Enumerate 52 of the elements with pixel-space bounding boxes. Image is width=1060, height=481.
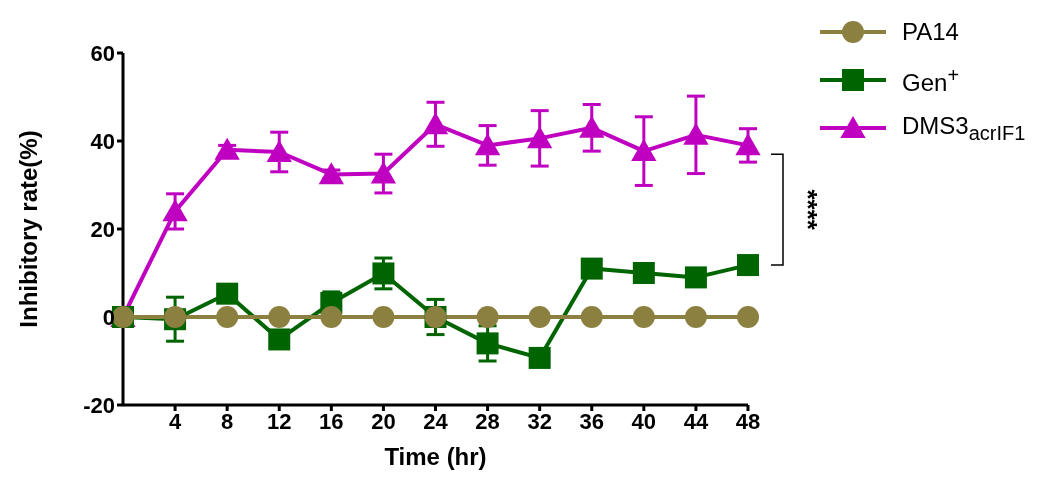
point bbox=[216, 282, 239, 305]
point bbox=[579, 115, 605, 138]
y-tick-label: 60 bbox=[90, 40, 115, 66]
point bbox=[216, 306, 239, 328]
point bbox=[735, 133, 761, 156]
x-tick-label: 36 bbox=[579, 408, 604, 434]
x-tick-label: 16 bbox=[319, 408, 344, 434]
point bbox=[318, 162, 344, 185]
y-tick-label: 40 bbox=[90, 128, 115, 154]
point bbox=[476, 306, 499, 328]
point bbox=[266, 139, 292, 162]
point bbox=[527, 126, 553, 149]
point bbox=[683, 122, 709, 145]
x-tick-label: 8 bbox=[221, 408, 234, 434]
legend-label: DMS3$_{acrIF1}$ bbox=[902, 111, 1026, 145]
point bbox=[474, 133, 501, 156]
point bbox=[684, 306, 707, 328]
x-tick-label: 32 bbox=[527, 408, 552, 434]
point bbox=[580, 306, 603, 328]
point bbox=[372, 306, 395, 328]
point bbox=[580, 257, 603, 280]
x-tick-label: 28 bbox=[475, 408, 500, 434]
point bbox=[737, 306, 759, 328]
x-tick-label: 44 bbox=[683, 408, 709, 434]
point bbox=[370, 161, 397, 184]
x-tick-label: 48 bbox=[735, 408, 761, 434]
x-axis-title: Time (hr) bbox=[384, 443, 487, 470]
x-tick-label: 24 bbox=[423, 408, 449, 434]
x-tick-label: 12 bbox=[267, 408, 292, 434]
x-tick-label: 20 bbox=[371, 408, 396, 434]
y-tick-label: 20 bbox=[90, 216, 115, 242]
text: **** bbox=[793, 189, 823, 231]
point bbox=[268, 306, 291, 328]
x-tick-label: 40 bbox=[631, 408, 657, 434]
point bbox=[320, 306, 343, 328]
point bbox=[632, 262, 655, 284]
point bbox=[268, 328, 291, 351]
point bbox=[162, 199, 188, 222]
legend-label: PA14 bbox=[902, 18, 959, 46]
point bbox=[528, 306, 551, 328]
point bbox=[684, 266, 707, 289]
x-tick-label: 4 bbox=[168, 408, 182, 434]
point bbox=[372, 262, 395, 285]
y-axis-title: Inhibitory rate(%) bbox=[14, 130, 42, 328]
point bbox=[476, 332, 499, 355]
y-tick-label: -20 bbox=[83, 392, 115, 418]
point bbox=[737, 254, 759, 277]
point bbox=[422, 112, 449, 135]
point bbox=[632, 306, 655, 328]
point bbox=[528, 346, 551, 369]
point bbox=[631, 139, 657, 162]
legend-label: Gen$^{+}$ bbox=[902, 63, 960, 97]
